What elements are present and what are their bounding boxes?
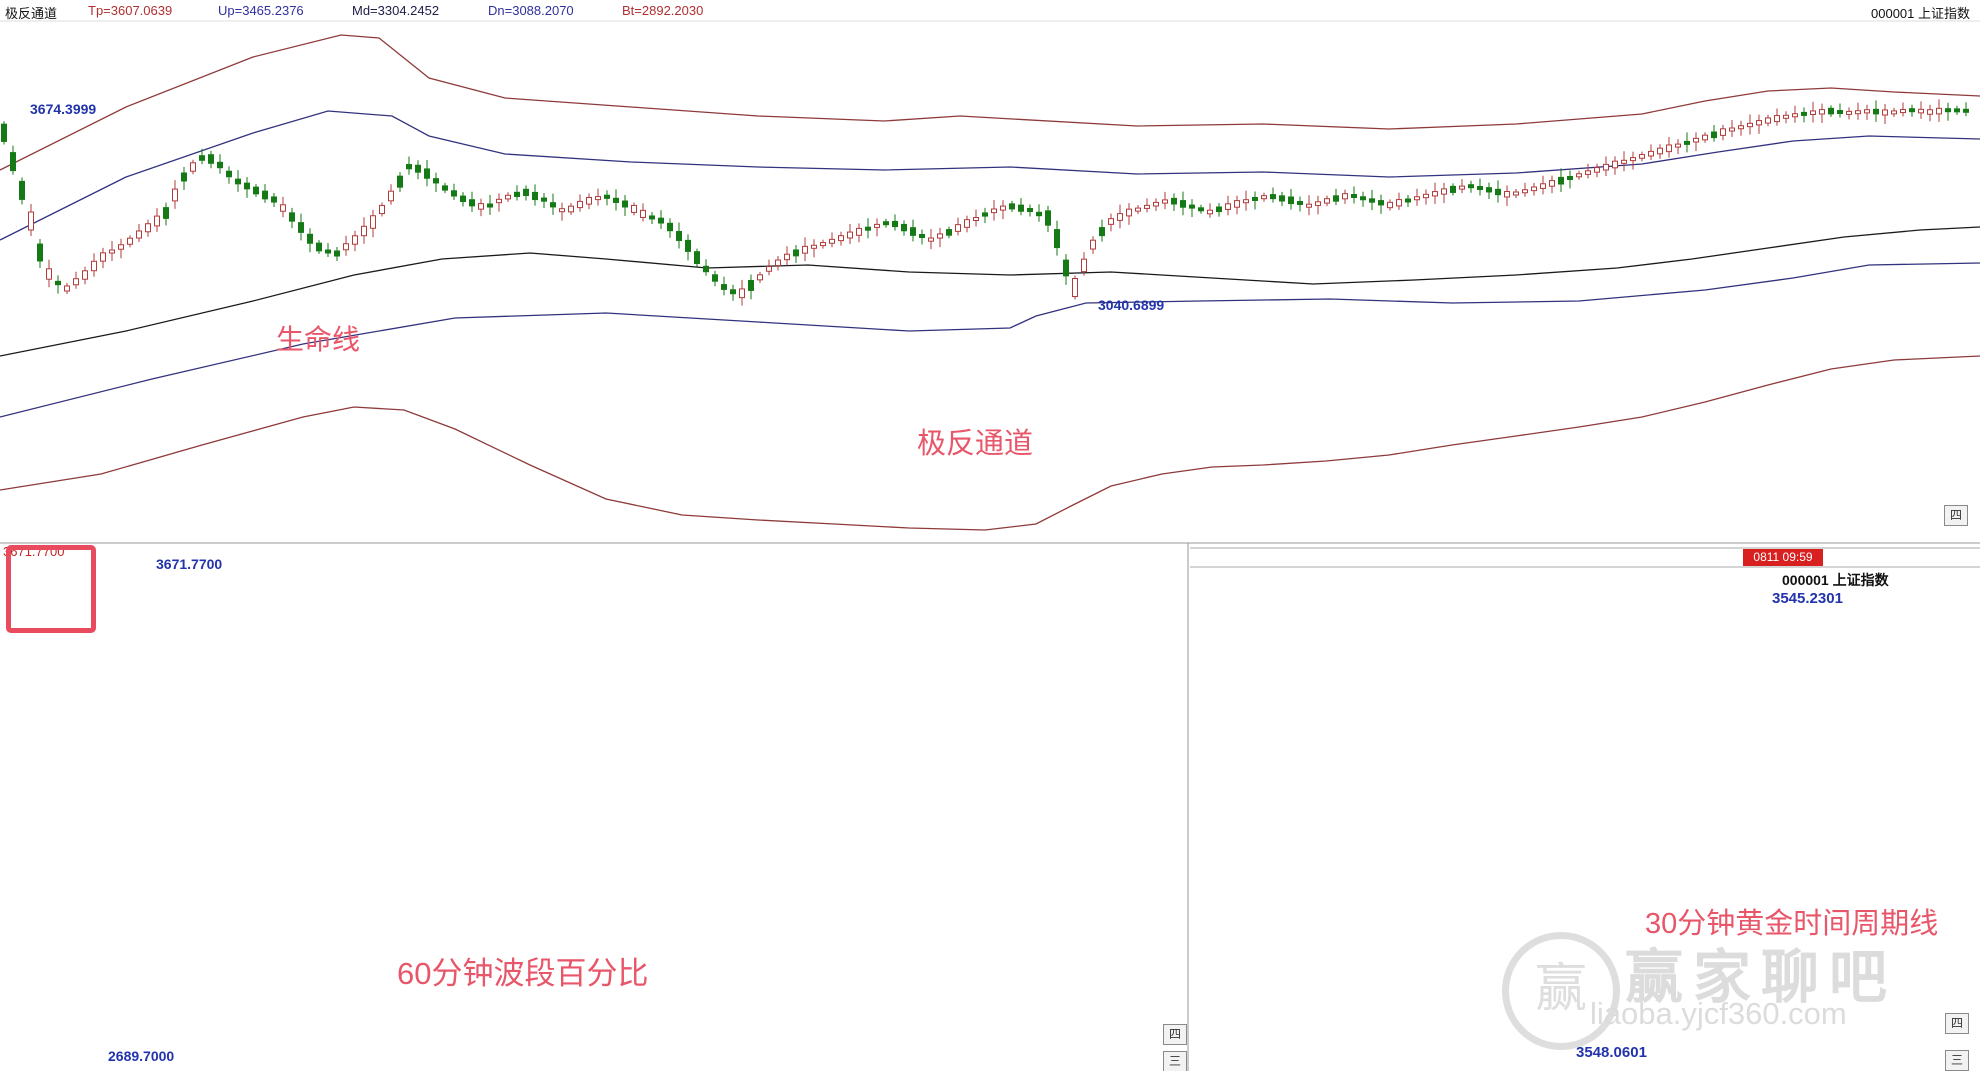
pane-tab-top-4[interactable]: 四 [1944, 505, 1968, 526]
indicator-name: 极反通道 [5, 6, 58, 21]
up-value: Up=3465.2376 [218, 3, 304, 18]
golden-cycle-title: 30分钟黄金时间周期线 [1645, 908, 1939, 940]
wave-peak-callout: 3671.7700 [156, 556, 223, 572]
watermark-logo: 赢 [1502, 932, 1620, 1050]
daily-high-callout: 3674.3999 [30, 101, 97, 117]
watermark-url: liaoba.yjcf360.com [1590, 996, 1847, 1031]
channel-annotation: 极反通道 [917, 428, 1034, 460]
pane-tab-left-4[interactable]: 四 [1163, 1024, 1187, 1045]
m30-high-callout: 3545.2301 [1772, 590, 1843, 607]
pane-tab-left-3[interactable]: 三 [1163, 1051, 1187, 1071]
symbol-label-2: 000001 上证指数 [1782, 572, 1889, 588]
symbol-label: 000001 上证指数 [1871, 6, 1970, 21]
pane-tab-right-4[interactable]: 四 [1945, 1013, 1969, 1034]
wave-low-callout: 2689.7000 [108, 1048, 175, 1064]
md-value: Md=3304.2452 [352, 3, 440, 18]
bt-value: Bt=2892.2030 [622, 3, 704, 18]
lifeline-annotation: 生命线 [276, 324, 361, 355]
red-box-annotation [6, 545, 96, 633]
dn-value: Dn=3088.2070 [488, 3, 574, 18]
pane-tab-right-3[interactable]: 三 [1945, 1050, 1969, 1071]
m30-low-callout: 3548.0601 [1576, 1044, 1647, 1061]
tp-value: Tp=3607.0639 [88, 3, 173, 18]
watermark-logo-char: 赢 [1534, 960, 1587, 1018]
highlighted-time: 0811 09:59 [1743, 549, 1823, 566]
top-header: 极反通道 Tp=3607.0639 Up=3465.2376 Md=3304.2… [0, 0, 1980, 21]
watermark-brand: 赢家聊吧 [1625, 945, 1898, 1010]
daily-dip-callout: 3040.6899 [1098, 297, 1165, 313]
wave-percent-title: 60分钟波段百分比 [397, 956, 649, 991]
